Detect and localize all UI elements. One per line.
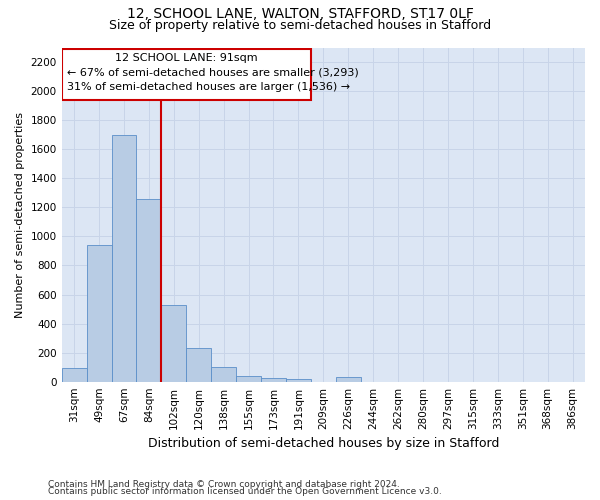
Bar — [112, 134, 136, 382]
Bar — [136, 200, 161, 382]
Bar — [86, 245, 112, 382]
Bar — [62, 368, 86, 382]
Text: ← 67% of semi-detached houses are smaller (3,293): ← 67% of semi-detached houses are smalle… — [67, 67, 358, 77]
Y-axis label: Number of semi-detached properties: Number of semi-detached properties — [15, 112, 25, 318]
FancyBboxPatch shape — [62, 49, 311, 100]
Text: 12, SCHOOL LANE, WALTON, STAFFORD, ST17 0LF: 12, SCHOOL LANE, WALTON, STAFFORD, ST17 … — [127, 8, 473, 22]
X-axis label: Distribution of semi-detached houses by size in Stafford: Distribution of semi-detached houses by … — [148, 437, 499, 450]
Bar — [286, 379, 311, 382]
Text: 31% of semi-detached houses are larger (1,536) →: 31% of semi-detached houses are larger (… — [67, 82, 350, 92]
Bar — [336, 378, 361, 382]
Bar — [211, 367, 236, 382]
Bar — [261, 378, 286, 382]
Text: Contains public sector information licensed under the Open Government Licence v3: Contains public sector information licen… — [48, 488, 442, 496]
Bar — [236, 376, 261, 382]
Bar — [186, 348, 211, 382]
Text: Size of property relative to semi-detached houses in Stafford: Size of property relative to semi-detach… — [109, 18, 491, 32]
Text: 12 SCHOOL LANE: 91sqm: 12 SCHOOL LANE: 91sqm — [115, 52, 257, 62]
Text: Contains HM Land Registry data © Crown copyright and database right 2024.: Contains HM Land Registry data © Crown c… — [48, 480, 400, 489]
Bar — [161, 304, 186, 382]
